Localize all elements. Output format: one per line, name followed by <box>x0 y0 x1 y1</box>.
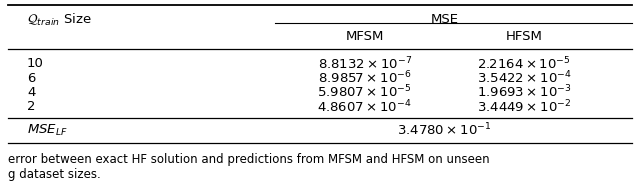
Text: 2: 2 <box>27 100 35 113</box>
Text: $3.4449 \times 10^{-2}$: $3.4449 \times 10^{-2}$ <box>477 98 571 115</box>
Text: $3.4780 \times 10^{-1}$: $3.4780 \times 10^{-1}$ <box>397 122 492 138</box>
Text: 6: 6 <box>27 72 35 85</box>
Text: $3.5422 \times 10^{-4}$: $3.5422 \times 10^{-4}$ <box>477 70 572 86</box>
Text: error between exact HF solution and predictions from MFSM and HFSM on unseen
g d: error between exact HF solution and pred… <box>8 154 490 181</box>
Text: MSE: MSE <box>430 13 458 26</box>
Text: $2.2164 \times 10^{-5}$: $2.2164 \times 10^{-5}$ <box>477 56 571 72</box>
Text: $5.9807 \times 10^{-5}$: $5.9807 \times 10^{-5}$ <box>317 84 412 101</box>
Text: 4: 4 <box>27 86 35 99</box>
Text: $MSE_{LF}$: $MSE_{LF}$ <box>27 122 68 138</box>
Text: MFSM: MFSM <box>346 30 384 43</box>
Text: $8.9857 \times 10^{-6}$: $8.9857 \times 10^{-6}$ <box>318 70 412 86</box>
Text: $8.8132 \times 10^{-7}$: $8.8132 \times 10^{-7}$ <box>317 56 412 72</box>
Text: $4.8607 \times 10^{-4}$: $4.8607 \times 10^{-4}$ <box>317 98 412 115</box>
Text: HFSM: HFSM <box>506 30 542 43</box>
Text: 10: 10 <box>27 57 44 70</box>
Text: $\mathcal{Q}_{train}$ Size: $\mathcal{Q}_{train}$ Size <box>27 11 92 28</box>
Text: $1.9693 \times 10^{-3}$: $1.9693 \times 10^{-3}$ <box>477 84 571 101</box>
